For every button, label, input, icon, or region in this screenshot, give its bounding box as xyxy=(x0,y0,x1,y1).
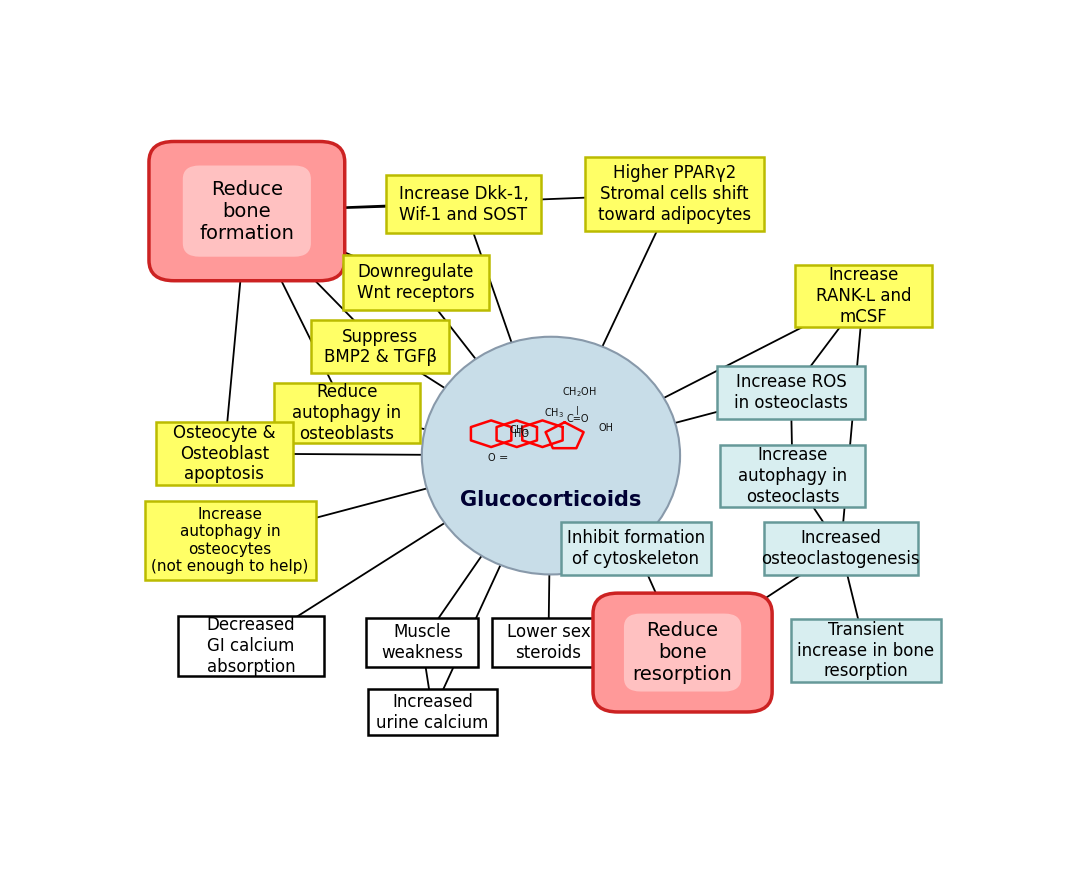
Text: Reduce
bone
formation: Reduce bone formation xyxy=(199,180,295,243)
FancyBboxPatch shape xyxy=(585,158,764,231)
FancyBboxPatch shape xyxy=(178,616,324,676)
Text: Inhibit formation
of cytoskeleton: Inhibit formation of cytoskeleton xyxy=(567,529,705,568)
FancyBboxPatch shape xyxy=(794,265,932,327)
Text: Decreased
GI calcium
absorption: Decreased GI calcium absorption xyxy=(206,616,296,676)
FancyBboxPatch shape xyxy=(764,522,918,575)
FancyBboxPatch shape xyxy=(366,618,478,667)
Text: Increase ROS
in osteoclasts: Increase ROS in osteoclasts xyxy=(734,373,848,412)
Text: Osteocyte &
Osteoblast
apoptosis: Osteocyte & Osteoblast apoptosis xyxy=(173,423,275,483)
Text: Glucocorticoids: Glucocorticoids xyxy=(460,490,642,510)
Text: Increased
osteoclastogenesis: Increased osteoclastogenesis xyxy=(761,529,920,568)
Text: Muscle
weakness: Muscle weakness xyxy=(381,623,463,662)
Text: Downregulate
Wnt receptors: Downregulate Wnt receptors xyxy=(357,263,475,302)
Text: OH: OH xyxy=(599,422,613,433)
FancyBboxPatch shape xyxy=(593,593,772,712)
Text: Lower sex
steroids: Lower sex steroids xyxy=(506,623,590,662)
Text: Increase
autophagy in
osteoclasts: Increase autophagy in osteoclasts xyxy=(737,446,847,505)
Text: CH$_3$: CH$_3$ xyxy=(508,423,529,437)
Text: Suppress
BMP2 & TGFβ: Suppress BMP2 & TGFβ xyxy=(324,327,436,366)
Text: O: O xyxy=(488,453,496,463)
Text: Increased
urine calcium: Increased urine calcium xyxy=(376,693,489,732)
Text: Increase
autophagy in
osteocytes
(not enough to help): Increase autophagy in osteocytes (not en… xyxy=(152,507,309,574)
FancyBboxPatch shape xyxy=(368,689,498,736)
Text: Higher PPARγ2
Stromal cells shift
toward adipocytes: Higher PPARγ2 Stromal cells shift toward… xyxy=(598,164,750,224)
Text: HO: HO xyxy=(515,429,530,438)
Text: Increase Dkk-1,
Wif-1 and SOST: Increase Dkk-1, Wif-1 and SOST xyxy=(399,185,529,224)
Ellipse shape xyxy=(421,337,680,574)
FancyBboxPatch shape xyxy=(386,176,541,233)
FancyBboxPatch shape xyxy=(183,166,311,257)
FancyBboxPatch shape xyxy=(492,618,604,667)
FancyBboxPatch shape xyxy=(561,522,711,575)
FancyBboxPatch shape xyxy=(791,619,941,682)
Text: =: = xyxy=(499,453,508,463)
FancyBboxPatch shape xyxy=(343,255,489,310)
FancyBboxPatch shape xyxy=(274,383,419,443)
Text: Reduce
bone
resorption: Reduce bone resorption xyxy=(633,621,732,684)
FancyBboxPatch shape xyxy=(719,445,865,506)
Text: C=O: C=O xyxy=(567,414,588,424)
FancyBboxPatch shape xyxy=(717,366,865,419)
Text: Reduce
autophagy in
osteoblasts: Reduce autophagy in osteoblasts xyxy=(292,383,401,443)
FancyBboxPatch shape xyxy=(145,502,316,579)
Text: Increase
RANK-L and
mCSF: Increase RANK-L and mCSF xyxy=(816,266,912,325)
Text: |: | xyxy=(576,406,578,415)
Text: Transient
increase in bone
resorption: Transient increase in bone resorption xyxy=(798,621,934,680)
FancyBboxPatch shape xyxy=(312,320,449,373)
FancyBboxPatch shape xyxy=(624,614,741,691)
Text: CH$_3$: CH$_3$ xyxy=(544,407,564,421)
FancyBboxPatch shape xyxy=(156,422,293,485)
FancyBboxPatch shape xyxy=(149,141,345,280)
Text: CH$_2$OH: CH$_2$OH xyxy=(562,385,597,400)
